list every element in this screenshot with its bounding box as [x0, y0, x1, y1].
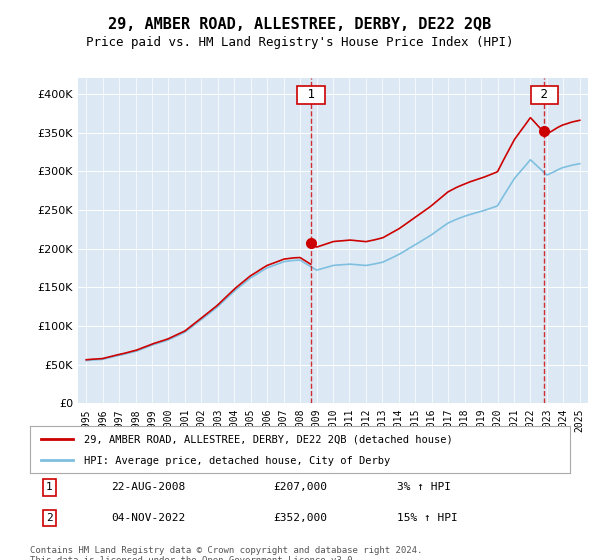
Text: £352,000: £352,000: [273, 513, 327, 523]
Text: Price paid vs. HM Land Registry's House Price Index (HPI): Price paid vs. HM Land Registry's House …: [86, 36, 514, 49]
Text: 15% ↑ HPI: 15% ↑ HPI: [397, 513, 458, 523]
Text: 1: 1: [46, 482, 53, 492]
Text: 29, AMBER ROAD, ALLESTREE, DERBY, DE22 2QB: 29, AMBER ROAD, ALLESTREE, DERBY, DE22 2…: [109, 17, 491, 32]
Text: HPI: Average price, detached house, City of Derby: HPI: Average price, detached house, City…: [84, 456, 390, 466]
Text: 2: 2: [46, 513, 53, 523]
Text: 04-NOV-2022: 04-NOV-2022: [111, 513, 185, 523]
Text: 1: 1: [299, 88, 322, 101]
Text: 2: 2: [533, 88, 556, 101]
Text: £207,000: £207,000: [273, 482, 327, 492]
Text: 22-AUG-2008: 22-AUG-2008: [111, 482, 185, 492]
Text: 3% ↑ HPI: 3% ↑ HPI: [397, 482, 451, 492]
Text: Contains HM Land Registry data © Crown copyright and database right 2024.
This d: Contains HM Land Registry data © Crown c…: [30, 546, 422, 560]
Text: 29, AMBER ROAD, ALLESTREE, DERBY, DE22 2QB (detached house): 29, AMBER ROAD, ALLESTREE, DERBY, DE22 2…: [84, 435, 453, 445]
